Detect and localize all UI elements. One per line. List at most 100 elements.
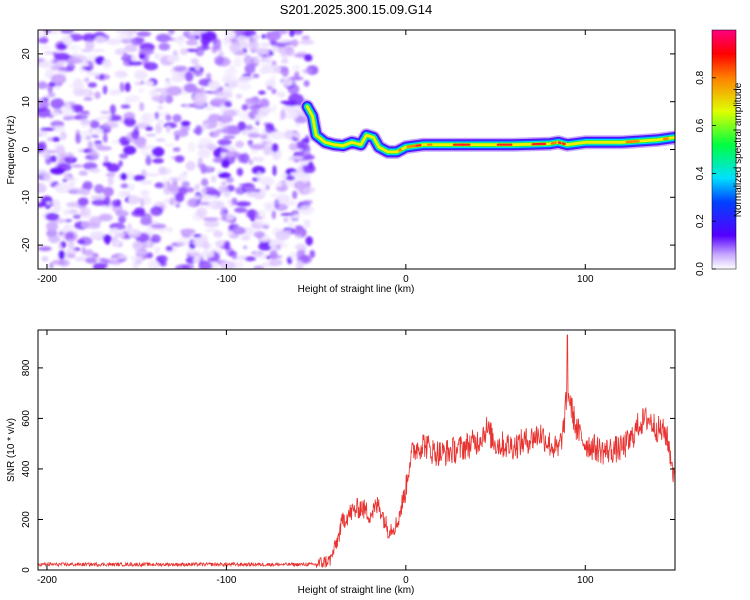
noise-blob xyxy=(206,72,212,80)
noise-blob xyxy=(216,94,224,99)
noise-blob xyxy=(237,155,246,163)
noise-blob xyxy=(287,83,300,95)
noise-blob xyxy=(144,62,158,71)
noise-blob xyxy=(271,46,277,52)
noise-blob xyxy=(275,230,290,241)
noise-blob xyxy=(234,207,248,213)
noise-blob xyxy=(107,163,120,173)
noise-blob xyxy=(253,251,261,258)
noise-blob xyxy=(309,250,316,258)
noise-blob xyxy=(181,181,190,188)
noise-blob xyxy=(65,247,78,255)
bottom-y-tick-label: 400 xyxy=(21,460,32,477)
noise-blob xyxy=(56,145,66,155)
noise-blob xyxy=(260,42,271,48)
noise-blob xyxy=(223,240,231,250)
noise-blob xyxy=(193,195,201,200)
noise-blob xyxy=(94,184,105,194)
noise-blob xyxy=(91,199,108,206)
noise-blob xyxy=(88,148,97,155)
noise-blob xyxy=(47,234,61,243)
noise-blob xyxy=(50,98,65,110)
noise-blob xyxy=(272,244,281,252)
noise-blob xyxy=(186,248,194,255)
noise-blob xyxy=(185,103,190,109)
noise-blob xyxy=(294,180,306,190)
noise-blob xyxy=(268,64,281,74)
noise-blob xyxy=(105,172,116,177)
noise-blob xyxy=(139,180,153,185)
noise-blob xyxy=(271,210,276,220)
noise-blob xyxy=(114,254,119,259)
noise-blob xyxy=(81,48,93,53)
noise-blob xyxy=(165,95,174,104)
noise-blob xyxy=(212,97,228,103)
noise-blob xyxy=(177,38,184,47)
snr-plot xyxy=(38,334,675,568)
noise-blob xyxy=(201,178,209,187)
noise-blob xyxy=(174,134,180,141)
noise-blob xyxy=(156,119,165,124)
noise-blob xyxy=(165,80,172,87)
noise-blob xyxy=(200,163,207,175)
noise-blob xyxy=(172,114,182,123)
noise-blob xyxy=(145,155,152,166)
noise-blob xyxy=(214,55,225,66)
noise-blob xyxy=(261,34,266,39)
noise-blob xyxy=(103,133,108,144)
noise-blob xyxy=(235,93,243,99)
noise-blob xyxy=(38,132,42,137)
noise-blob xyxy=(240,235,251,241)
noise-blob xyxy=(54,183,71,194)
noise-blob xyxy=(267,137,272,148)
noise-blob xyxy=(75,133,82,144)
noise-blob xyxy=(280,100,292,104)
noise-blob xyxy=(118,160,123,167)
noise-blob xyxy=(255,47,270,56)
bottom-y-tick-label: 800 xyxy=(21,359,32,376)
colorbar xyxy=(711,29,737,270)
noise-blob xyxy=(39,46,52,49)
noise-blob xyxy=(38,183,47,194)
noise-blob xyxy=(306,161,314,169)
noise-blob xyxy=(109,104,116,115)
noise-blob xyxy=(130,130,140,140)
noise-blob xyxy=(251,216,263,220)
noise-blob xyxy=(138,48,155,55)
noise-blob xyxy=(235,201,251,207)
noise-blob xyxy=(149,89,159,97)
noise-blob xyxy=(109,227,120,234)
noise-blob xyxy=(83,97,93,101)
noise-blob xyxy=(165,245,173,252)
noise-blob xyxy=(205,190,222,196)
noise-blob xyxy=(218,172,231,179)
noise-blob xyxy=(203,123,209,128)
noise-blob xyxy=(128,183,135,191)
noise-blob xyxy=(102,234,112,243)
noise-blob xyxy=(238,75,254,81)
bottom-y-axis-label: SNR (10 * v/v) xyxy=(6,418,17,482)
noise-blob xyxy=(187,141,196,153)
noise-blob xyxy=(73,86,85,97)
noise-blob xyxy=(67,241,75,249)
noise-blob xyxy=(263,146,272,156)
noise-blob xyxy=(50,74,67,85)
noise-blob xyxy=(223,68,239,75)
noise-blob xyxy=(66,201,82,208)
bottom-y-tick-label: 600 xyxy=(21,410,32,427)
noise-blob xyxy=(156,138,166,142)
noise-blob xyxy=(67,209,79,215)
noise-blob xyxy=(107,114,122,122)
noise-blob xyxy=(108,257,119,262)
noise-blob xyxy=(134,207,146,215)
top-y-tick-label: -20 xyxy=(21,237,32,252)
noise-blob xyxy=(259,98,270,109)
noise-blob xyxy=(115,232,125,238)
noise-blob xyxy=(202,217,219,222)
noise-blob xyxy=(154,111,160,120)
noise-blob xyxy=(51,259,66,265)
noise-blob xyxy=(38,246,52,252)
noise-blob xyxy=(52,125,66,132)
noise-blob xyxy=(60,30,74,34)
noise-blob xyxy=(260,187,267,196)
